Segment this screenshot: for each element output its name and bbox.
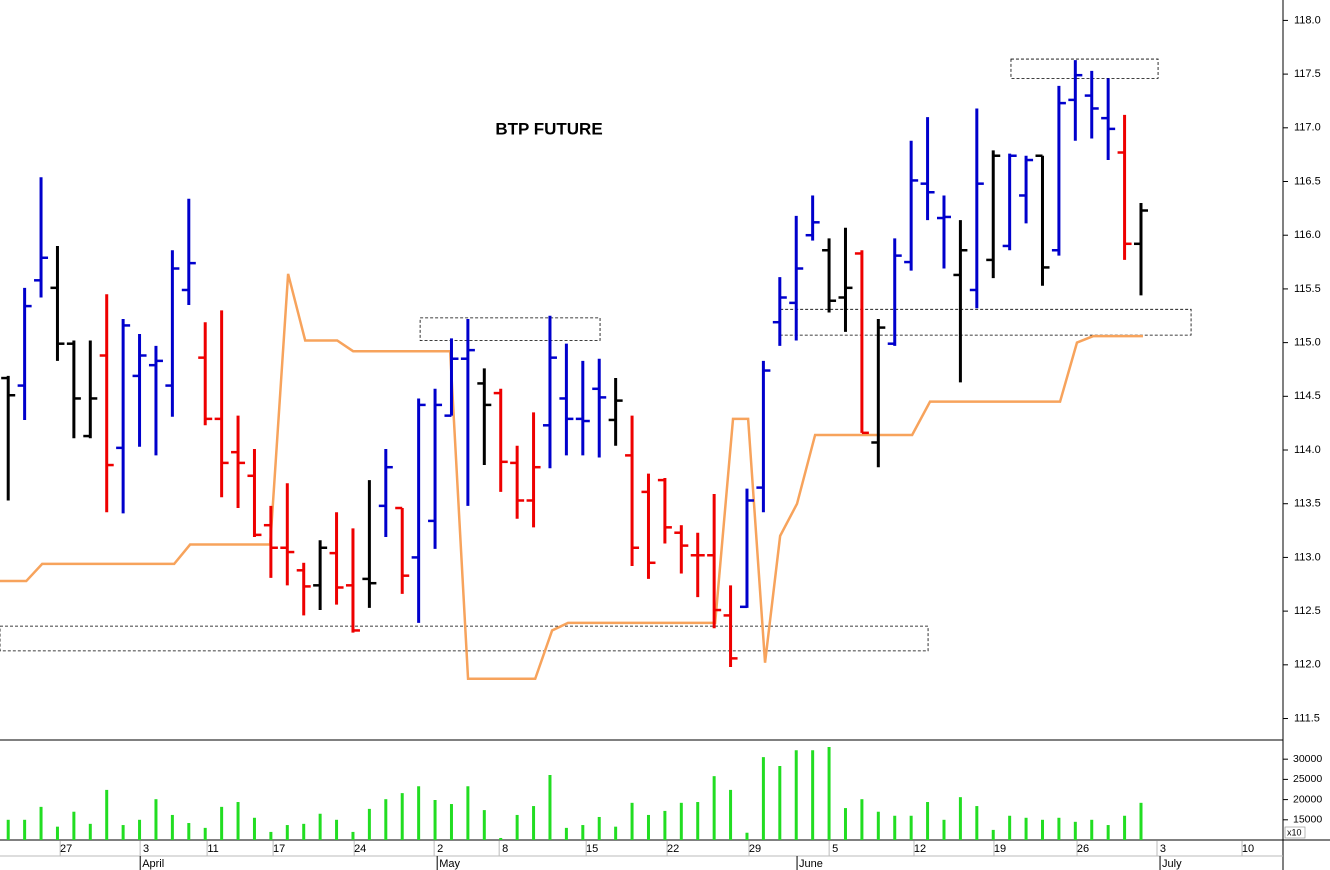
y-tick-label: 113.5	[1294, 498, 1321, 510]
month-label: July	[1162, 858, 1182, 870]
x-tick-label: 10	[1242, 843, 1254, 855]
y-tick-label: 112.0	[1294, 659, 1321, 671]
y-tick-label: 116.5	[1294, 175, 1321, 187]
unit-label: x10	[1287, 827, 1302, 837]
y-tick-label: 112.5	[1294, 605, 1321, 617]
unit-box	[1284, 826, 1306, 839]
x-tick-label: 27	[60, 843, 72, 855]
y-tick-label: 116.0	[1294, 229, 1321, 241]
x-tick-label: 12	[914, 843, 926, 855]
zone-box	[0, 625, 929, 652]
y-tick-label: 118.0	[1294, 14, 1321, 26]
y-tick-label: 117.0	[1294, 122, 1321, 134]
y-tick-label: 20000	[1293, 793, 1322, 805]
x-tick-label: 5	[832, 843, 838, 855]
y-tick-label: 115.0	[1294, 337, 1321, 349]
y-tick-label: 30000	[1293, 753, 1322, 765]
y-tick-label: 25000	[1293, 773, 1322, 785]
x-tick-label: 29	[749, 843, 761, 855]
chart-title: BTP FUTURE	[495, 119, 602, 138]
x-tick-label: 3	[143, 843, 149, 855]
x-tick-label: 15	[586, 843, 598, 855]
x-tick-label: 11	[207, 843, 218, 855]
x-tick-label: 8	[502, 843, 508, 855]
indicator-line	[0, 273, 1143, 681]
zone-box	[419, 317, 601, 341]
y-tick-label: 115.5	[1294, 283, 1321, 295]
x-tick-label: 2	[437, 843, 443, 855]
y-tick-label: 111.5	[1294, 712, 1320, 724]
y-tick-label: 114.0	[1294, 444, 1321, 456]
x-tick-label: 3	[1160, 843, 1166, 855]
y-tick-label: 15000	[1293, 814, 1322, 826]
x-tick-label: 17	[273, 843, 285, 855]
x-tick-label: 24	[354, 843, 366, 855]
y-tick-label: 114.5	[1294, 390, 1321, 402]
y-tick-label: 117.5	[1294, 68, 1321, 80]
x-tick-label: 26	[1077, 843, 1089, 855]
month-label: April	[142, 858, 164, 870]
month-label: May	[439, 858, 460, 870]
month-label: June	[799, 858, 823, 870]
zone-box	[1010, 58, 1159, 79]
x-tick-label: 22	[667, 843, 679, 855]
x-tick-label: 19	[994, 843, 1006, 855]
y-tick-label: 113.0	[1294, 551, 1321, 563]
